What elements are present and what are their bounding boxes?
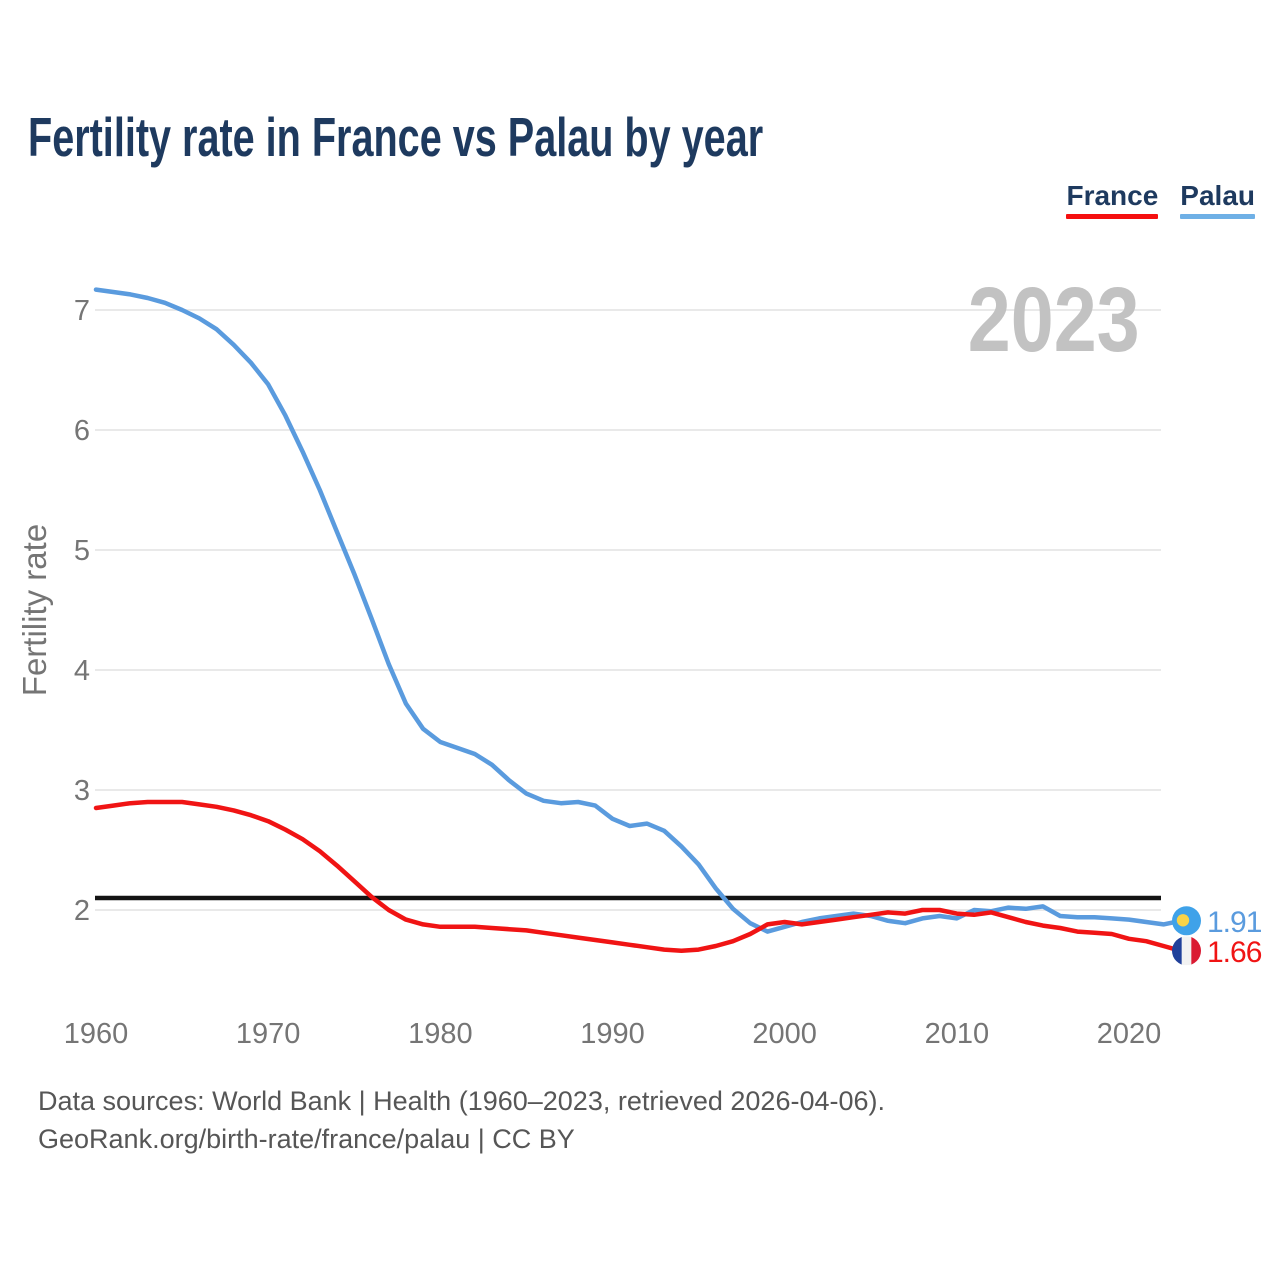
y-tick-label: 2 [74,895,90,927]
palau-flag-moon-icon [1176,914,1190,927]
y-tick-label: 5 [74,535,90,567]
france-line [93,799,1183,954]
palau-line [93,287,1183,934]
legend-item-palau[interactable]: Palau [1180,182,1255,219]
footer-sources-line: Data sources: World Bank | Health (1960–… [38,1086,885,1116]
legend-label-palau: Palau [1180,180,1255,211]
footer: Data sources: World Bank | Health (1960–… [38,1082,885,1158]
x-tick-label: 2020 [1097,1018,1162,1050]
year-watermark: 2023 [968,269,1140,371]
page-title: Fertility rate in France vs Palau by yea… [28,106,764,168]
legend-underline-palau [1180,214,1255,219]
y-tick-label: 3 [74,775,90,807]
y-tick-label: 4 [74,655,90,687]
france-flag-band [1191,936,1201,966]
x-tick-label: 1960 [64,1018,129,1050]
end-value-label-france: 1.66 [1207,936,1262,969]
end-value-label-palau: 1.91 [1207,906,1262,939]
footer-attribution-line: GeoRank.org/birth-rate/france/palau | CC… [38,1124,575,1154]
x-tick-label: 1990 [580,1018,645,1050]
x-tick-label: 1970 [236,1018,301,1050]
x-tick-label: 1980 [408,1018,473,1050]
y-axis-label: Fertility rate [16,524,53,696]
x-tick-label: 2000 [752,1018,817,1050]
legend-item-france[interactable]: France [1066,180,1159,219]
france-flag-band [1172,936,1183,966]
france-flag-band [1181,936,1192,966]
y-tick-label: 6 [74,415,90,447]
france-flag-icon [1172,936,1201,966]
y-tick-label: 7 [74,295,90,327]
x-tick-label: 2010 [925,1018,990,1050]
legend-label-france: France [1066,180,1159,211]
legend-underline-france [1066,214,1159,219]
legend: France Palau [1066,182,1255,219]
